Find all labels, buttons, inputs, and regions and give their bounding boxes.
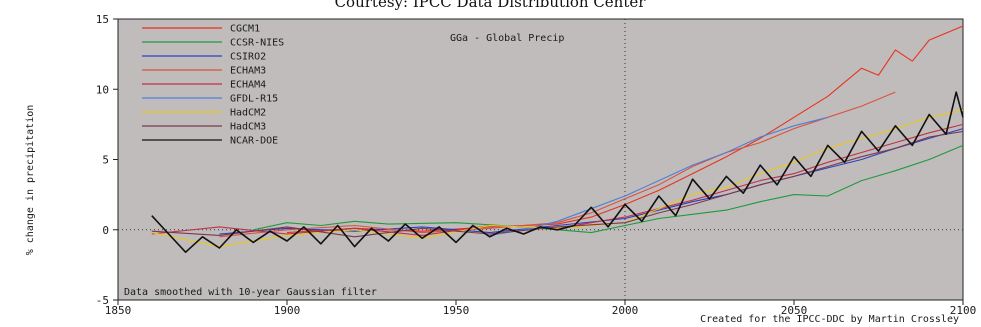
series-line-hadcm3 [151, 130, 964, 238]
legend-label-ncar-doe: NCAR-DOE [230, 136, 278, 147]
y-tick-label: 0 [102, 224, 109, 237]
series-line-echam3 [219, 91, 896, 238]
legend-label-ccsr-nies: CCSR-NIES [230, 38, 284, 49]
chart-title: GGa - Global Precip [450, 33, 564, 44]
series-line-echam4 [151, 123, 964, 236]
plot-area [117, 18, 964, 301]
series-line-ncar-doe [151, 91, 964, 253]
y-tick-label: 15 [96, 13, 109, 26]
series-line-csiro2 [219, 128, 964, 235]
y-tick-label: 5 [102, 154, 109, 167]
series-group [151, 25, 964, 253]
x-tick-label: 1900 [274, 304, 301, 317]
series-line-gfdl-r15 [489, 116, 828, 236]
chart-caption: Courtesy: IPCC Data Distribution Center [335, 0, 647, 11]
y-tick-label: 10 [96, 83, 109, 96]
x-axis: 1850 1900 1950 2000 2050 2100 [105, 300, 977, 317]
x-tick-label: 1850 [105, 304, 132, 317]
y-axis: -5 0 5 10 15 [96, 13, 118, 307]
legend-label-hadcm3: HadCM3 [230, 122, 266, 133]
credit-note: Created for the IPCC-DDC by Martin Cross… [700, 314, 959, 325]
smoothing-note: Data smoothed with 10-year Gaussian filt… [124, 287, 377, 298]
x-tick-label: 2050 [781, 304, 808, 317]
x-tick-label: 2000 [612, 304, 639, 317]
y-axis-label: % change in precipitation [25, 105, 36, 256]
legend-label-hadcm2: HadCM2 [230, 108, 266, 119]
series-line-cgcm1 [286, 25, 964, 234]
legend-label-echam4: ECHAM4 [230, 80, 266, 91]
legend-label-cgcm1: CGCM1 [230, 24, 260, 35]
legend-label-csiro2: CSIRO2 [230, 52, 266, 63]
legend-label-echam3: ECHAM3 [230, 66, 266, 77]
legend: CGCM1 CCSR-NIES CSIRO2 ECHAM3 ECHAM4 GFDL-R15… [142, 24, 284, 147]
legend-label-gfdl-r15: GFDL-R15 [230, 94, 278, 105]
series-line-ccsr-nies [253, 144, 964, 234]
x-tick-label: 2100 [950, 304, 977, 317]
y-tick-label: -5 [96, 294, 109, 307]
x-tick-label: 1950 [443, 304, 470, 317]
